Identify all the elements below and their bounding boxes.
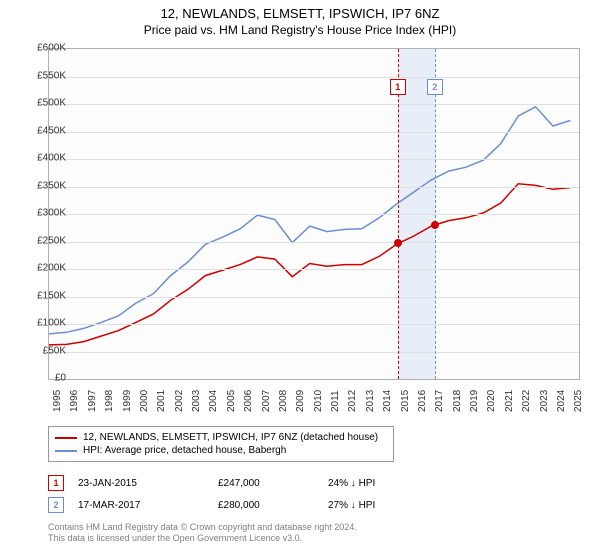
legend-box: 12, NEWLANDS, ELMSETT, IPSWICH, IP7 6NZ … [48, 426, 394, 462]
sale-delta: 24% ↓ HPI [328, 478, 448, 489]
x-tick-label: 1997 [87, 390, 98, 412]
x-tick-label: 1998 [104, 390, 115, 412]
footer-line-2: This data is licensed under the Open Gov… [48, 533, 357, 544]
grid-line [49, 159, 579, 160]
y-tick-label: £500K [22, 98, 66, 109]
sale-date: 23-JAN-2015 [78, 478, 218, 489]
y-tick-label: £150K [22, 290, 66, 301]
sale-delta: 27% ↓ HPI [328, 500, 448, 511]
series-line [49, 184, 570, 345]
grid-line [49, 187, 579, 188]
x-tick-label: 2021 [504, 390, 515, 412]
y-tick-label: £350K [22, 180, 66, 191]
chart-container: 12, NEWLANDS, ELMSETT, IPSWICH, IP7 6NZ … [0, 0, 600, 560]
y-tick-label: £600K [22, 43, 66, 54]
x-tick-label: 2005 [226, 390, 237, 412]
plot-area: 12 [48, 48, 580, 380]
x-tick-label: 2011 [330, 390, 341, 412]
y-tick-label: £200K [22, 263, 66, 274]
grid-line [49, 324, 579, 325]
sale-price: £247,000 [218, 478, 328, 489]
legend-item: HPI: Average price, detached house, Babe… [55, 444, 387, 457]
x-tick-label: 2010 [313, 390, 324, 412]
sale-point-dot [431, 221, 439, 229]
grid-line [49, 352, 579, 353]
x-tick-label: 2014 [382, 390, 393, 412]
x-tick-label: 2018 [452, 390, 463, 412]
x-tick-label: 2000 [139, 390, 150, 412]
legend-item: 12, NEWLANDS, ELMSETT, IPSWICH, IP7 6NZ … [55, 431, 387, 444]
legend-label: 12, NEWLANDS, ELMSETT, IPSWICH, IP7 6NZ … [83, 432, 378, 443]
x-tick-label: 2024 [556, 390, 567, 412]
x-tick-label: 2002 [174, 390, 185, 412]
grid-line [49, 242, 579, 243]
sale-price: £280,000 [218, 500, 328, 511]
sale-marker-box: 1 [390, 79, 406, 95]
y-tick-label: £100K [22, 318, 66, 329]
x-tick-label: 2008 [278, 390, 289, 412]
x-tick-label: 2025 [573, 390, 584, 412]
x-tick-label: 2004 [208, 390, 219, 412]
x-tick-label: 2022 [521, 390, 532, 412]
x-tick-label: 2013 [365, 390, 376, 412]
sale-marker-line [435, 49, 436, 379]
x-tick-label: 1995 [52, 390, 63, 412]
y-tick-label: £0 [22, 373, 66, 384]
y-tick-label: £250K [22, 235, 66, 246]
sale-marker-box: 2 [427, 79, 443, 95]
title-block: 12, NEWLANDS, ELMSETT, IPSWICH, IP7 6NZ … [0, 0, 600, 37]
x-tick-label: 2007 [261, 390, 272, 412]
chart-subtitle: Price paid vs. HM Land Registry's House … [0, 23, 600, 37]
x-tick-label: 1999 [122, 390, 133, 412]
grid-line [49, 132, 579, 133]
footer-text: Contains HM Land Registry data © Crown c… [48, 522, 357, 545]
x-tick-label: 2001 [156, 390, 167, 412]
x-tick-label: 2017 [434, 390, 445, 412]
sale-row-marker: 2 [48, 497, 64, 513]
sale-point-dot [394, 239, 402, 247]
sales-table: 1 23-JAN-2015£247,00024% ↓ HPI 2 17-MAR-201… [48, 472, 448, 516]
x-tick-label: 2009 [295, 390, 306, 412]
x-tick-label: 2003 [191, 390, 202, 412]
x-tick-label: 2020 [486, 390, 497, 412]
grid-line [49, 214, 579, 215]
x-tick-label: 2023 [539, 390, 550, 412]
y-tick-label: £50K [22, 345, 66, 356]
grid-line [49, 104, 579, 105]
sale-row: 2 17-MAR-2017£280,00027% ↓ HPI [48, 494, 448, 516]
footer-line-1: Contains HM Land Registry data © Crown c… [48, 522, 357, 533]
series-line [49, 107, 570, 334]
legend-swatch [55, 437, 77, 439]
x-tick-label: 2006 [243, 390, 254, 412]
grid-line [49, 77, 579, 78]
y-tick-label: £450K [22, 125, 66, 136]
legend-label: HPI: Average price, detached house, Babe… [83, 445, 286, 456]
grid-line [49, 297, 579, 298]
x-tick-label: 2019 [469, 390, 480, 412]
grid-line [49, 269, 579, 270]
x-tick-label: 2016 [417, 390, 428, 412]
x-tick-label: 2015 [400, 390, 411, 412]
y-tick-label: £550K [22, 70, 66, 81]
y-tick-label: £400K [22, 153, 66, 164]
x-tick-label: 2012 [347, 390, 358, 412]
chart-title: 12, NEWLANDS, ELMSETT, IPSWICH, IP7 6NZ [0, 6, 600, 21]
y-tick-label: £300K [22, 208, 66, 219]
sale-date: 17-MAR-2017 [78, 500, 218, 511]
legend-swatch [55, 450, 77, 452]
sale-row-marker: 1 [48, 475, 64, 491]
x-tick-label: 1996 [69, 390, 80, 412]
sale-marker-line [398, 49, 399, 379]
sale-row: 1 23-JAN-2015£247,00024% ↓ HPI [48, 472, 448, 494]
